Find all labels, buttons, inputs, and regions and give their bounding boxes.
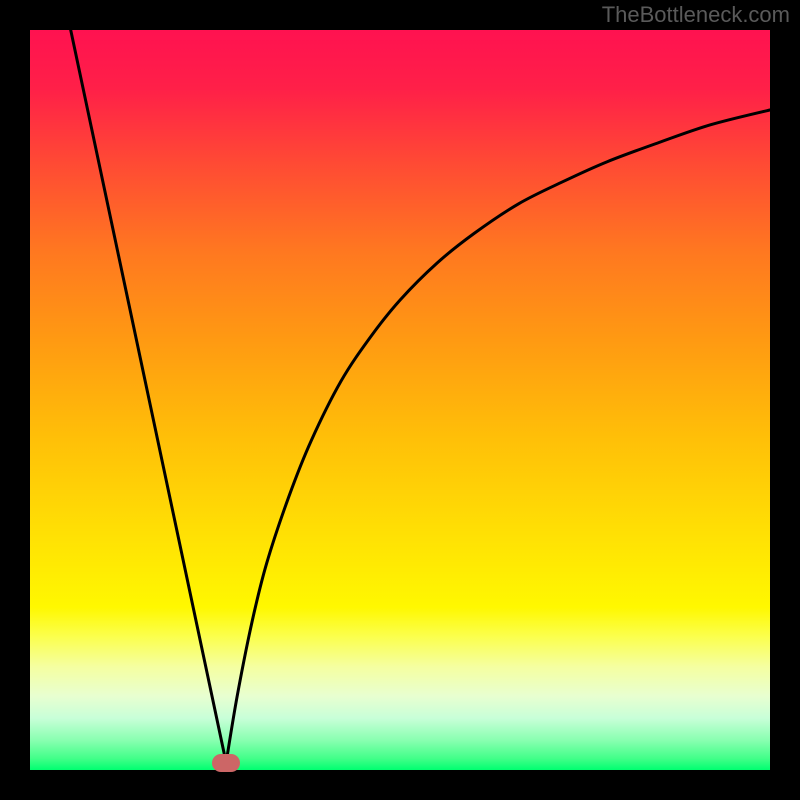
vertex-marker (212, 754, 240, 772)
watermark-text: TheBottleneck.com (602, 2, 790, 28)
chart-container: TheBottleneck.com (0, 0, 800, 800)
plot-area (30, 30, 770, 770)
curve-overlay (30, 30, 770, 770)
bottleneck-curve (71, 30, 770, 763)
